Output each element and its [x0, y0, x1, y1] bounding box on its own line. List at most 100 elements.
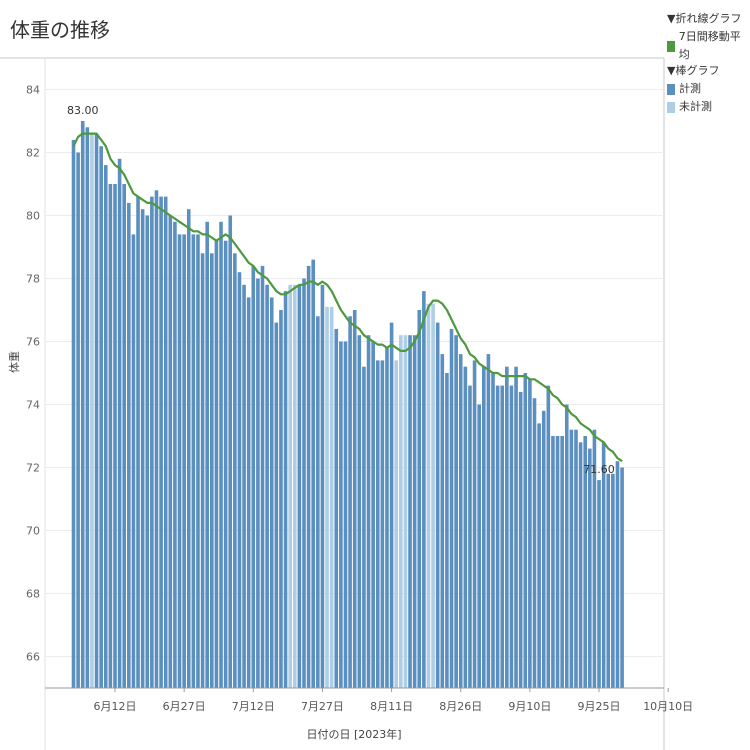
bar [127, 202, 131, 688]
bar [532, 398, 537, 688]
bar [417, 310, 422, 688]
bar [588, 448, 592, 688]
bar [481, 366, 486, 688]
bar [320, 284, 325, 688]
bar [597, 480, 601, 688]
legend-item-moving-average[interactable]: 7日間移動平均 [667, 28, 750, 64]
bar [173, 221, 177, 689]
y-tick-label: 84 [26, 84, 40, 97]
bar [440, 354, 445, 688]
data-label: 71.60 [583, 463, 615, 476]
bar [311, 259, 316, 688]
bar [375, 360, 380, 688]
bar [601, 442, 606, 688]
bar [509, 385, 514, 688]
legend-item-unmeasured[interactable]: 未計測 [667, 98, 719, 116]
bar [541, 410, 546, 688]
bar [339, 341, 343, 688]
bar [265, 284, 269, 688]
bar [228, 215, 233, 688]
x-tick-label: 6月12日 [93, 700, 136, 713]
bar [85, 127, 90, 689]
legend-bar-header[interactable]: ▼棒グラフ [667, 64, 720, 77]
x-tick-label: 8月11日 [370, 700, 413, 713]
x-axis-title: 日付の日 [2023年] [306, 727, 401, 741]
bar [131, 234, 136, 688]
bar [528, 379, 532, 688]
bar [159, 196, 163, 688]
bar [412, 335, 417, 688]
bar [242, 284, 246, 688]
bar [362, 366, 366, 688]
bar [251, 265, 256, 688]
bar [403, 335, 408, 688]
bar [352, 310, 357, 688]
bar [454, 335, 458, 688]
bar [486, 354, 491, 688]
bar [210, 253, 214, 689]
y-axis-title: 体重 [7, 351, 21, 373]
chart-title: 体重の推移 [10, 18, 110, 42]
bar [191, 234, 196, 688]
legend-label-measured: 計測 [679, 82, 701, 95]
bar [288, 284, 292, 688]
bar [108, 184, 113, 688]
bar [71, 139, 76, 688]
bar [620, 467, 624, 688]
bar [292, 284, 297, 688]
bar [463, 366, 468, 688]
bar [449, 328, 454, 688]
bar [343, 341, 348, 688]
legend-line-header[interactable]: ▼折れ線グラフ [667, 12, 742, 25]
bar [606, 473, 611, 688]
legend-bar: ▼棒グラフ 計測 未計測 [667, 62, 719, 116]
y-tick-label: 66 [26, 651, 40, 664]
bar [154, 190, 159, 689]
bar [426, 303, 431, 688]
bar [117, 158, 122, 689]
bar [90, 133, 94, 689]
bar [205, 221, 209, 689]
y-tick-label: 72 [26, 462, 40, 475]
bar [422, 291, 426, 688]
green-swatch-icon [667, 40, 675, 52]
x-tick-label: 7月12日 [232, 700, 275, 713]
bar [168, 215, 173, 688]
bar [615, 461, 620, 688]
bar [583, 436, 588, 688]
bar [233, 253, 237, 689]
legend-label-unmeasured: 未計測 [679, 100, 712, 113]
bar [196, 234, 200, 688]
bar [256, 278, 260, 688]
bar [348, 316, 352, 688]
bar [366, 335, 371, 688]
bar [371, 341, 375, 688]
bar [551, 436, 555, 688]
legend-item-measured[interactable]: 計測 [667, 80, 719, 98]
bar [578, 442, 583, 688]
bar [182, 234, 186, 688]
y-tick-label: 74 [26, 399, 40, 412]
y-tick-label: 76 [26, 336, 40, 349]
bar [316, 316, 320, 688]
light-blue-swatch-icon [667, 101, 675, 113]
bar [592, 429, 597, 688]
bar [76, 152, 80, 688]
dark-blue-swatch-icon [667, 83, 675, 95]
bar [458, 354, 463, 688]
bar [500, 385, 505, 688]
x-tick-label: 8月26日 [439, 700, 482, 713]
moving-average-line [72, 132, 623, 463]
bar [223, 240, 228, 688]
bar [113, 184, 117, 688]
y-tick-label: 80 [26, 210, 40, 223]
bar [163, 196, 168, 688]
bar [445, 373, 449, 688]
bar [555, 436, 560, 688]
bar [505, 366, 509, 688]
bar [246, 297, 251, 688]
bar [214, 240, 219, 688]
bar [274, 322, 279, 688]
bar [546, 385, 551, 688]
bar [283, 291, 288, 688]
